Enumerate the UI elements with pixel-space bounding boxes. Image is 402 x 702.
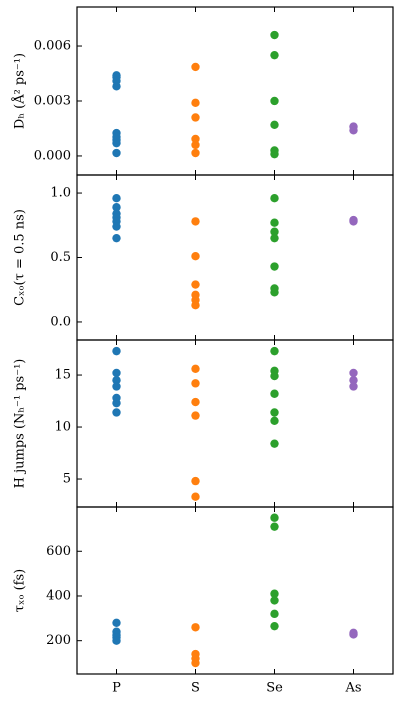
y-tick-label: 400 bbox=[46, 588, 71, 603]
point bbox=[191, 623, 200, 632]
point bbox=[270, 589, 279, 598]
point bbox=[112, 222, 121, 231]
point bbox=[270, 262, 279, 271]
point bbox=[270, 371, 279, 381]
point bbox=[191, 379, 200, 388]
point bbox=[349, 217, 358, 226]
point bbox=[270, 596, 279, 605]
point bbox=[191, 113, 200, 122]
point bbox=[270, 96, 279, 106]
point bbox=[112, 408, 121, 417]
point bbox=[270, 389, 279, 398]
point bbox=[270, 522, 279, 531]
y-tick-label: 0.006 bbox=[34, 39, 71, 54]
point bbox=[112, 382, 121, 391]
point bbox=[349, 382, 358, 391]
y-tick-label: 10 bbox=[54, 420, 71, 435]
y-axis-label: Cₓₒ(τ = 0.5 ns) bbox=[13, 209, 28, 306]
point bbox=[349, 376, 358, 385]
point bbox=[270, 227, 279, 236]
y-axis-label: H jumps (Nₕ⁻¹ ps⁻¹) bbox=[13, 359, 28, 489]
point bbox=[191, 134, 200, 144]
point bbox=[191, 148, 200, 158]
y-tick-label: 15 bbox=[54, 368, 71, 383]
x-tick-label: Se bbox=[266, 681, 283, 696]
point bbox=[191, 411, 200, 420]
plot-frame bbox=[76, 174, 394, 341]
point bbox=[349, 126, 358, 135]
y-axis-label: τₓₒ (fs) bbox=[13, 569, 28, 612]
point bbox=[270, 194, 279, 203]
point bbox=[191, 300, 200, 310]
x-tick-label: S bbox=[191, 681, 200, 696]
point bbox=[270, 513, 279, 522]
point bbox=[349, 630, 358, 639]
point bbox=[112, 203, 121, 212]
point bbox=[112, 636, 121, 645]
point bbox=[270, 233, 279, 243]
point bbox=[191, 62, 200, 72]
point bbox=[270, 288, 279, 297]
point bbox=[112, 346, 121, 356]
point bbox=[112, 138, 121, 148]
y-tick-label: 0.5 bbox=[50, 250, 71, 265]
point bbox=[191, 476, 200, 486]
point bbox=[191, 140, 200, 150]
point bbox=[270, 439, 279, 448]
point bbox=[191, 252, 200, 261]
point bbox=[112, 376, 121, 385]
point bbox=[191, 397, 200, 407]
y-tick-label: 200 bbox=[46, 633, 71, 648]
point bbox=[270, 50, 279, 60]
point bbox=[191, 492, 200, 501]
x-tick-label: P bbox=[112, 681, 121, 696]
point bbox=[191, 217, 200, 226]
point bbox=[270, 30, 279, 40]
plot-frame bbox=[76, 339, 394, 508]
point bbox=[270, 416, 279, 425]
point bbox=[191, 658, 200, 668]
point bbox=[270, 218, 279, 227]
point bbox=[270, 621, 279, 631]
plot-frame bbox=[76, 6, 394, 176]
y-axis-label: Dₕ (Å² ps⁻¹) bbox=[12, 53, 28, 129]
plot-frame bbox=[76, 506, 394, 675]
point bbox=[112, 194, 121, 203]
point bbox=[270, 408, 279, 417]
y-tick-label: 1.0 bbox=[50, 186, 71, 201]
point bbox=[112, 398, 121, 408]
point bbox=[270, 120, 279, 130]
point bbox=[112, 233, 121, 243]
point bbox=[112, 368, 121, 378]
point bbox=[270, 149, 279, 159]
point bbox=[191, 364, 200, 374]
point bbox=[112, 148, 121, 158]
point bbox=[270, 609, 279, 619]
y-tick-label: 600 bbox=[46, 544, 71, 559]
y-tick-label: 0.0 bbox=[50, 314, 71, 329]
point bbox=[191, 280, 200, 289]
x-tick-label: As bbox=[344, 681, 361, 696]
point bbox=[191, 98, 200, 108]
y-tick-label: 0.000 bbox=[34, 148, 71, 163]
point bbox=[112, 82, 121, 91]
point bbox=[270, 346, 279, 356]
y-tick-label: 0.003 bbox=[34, 93, 71, 108]
point bbox=[112, 618, 121, 628]
point bbox=[349, 368, 358, 378]
y-tick-label: 5 bbox=[63, 472, 71, 487]
